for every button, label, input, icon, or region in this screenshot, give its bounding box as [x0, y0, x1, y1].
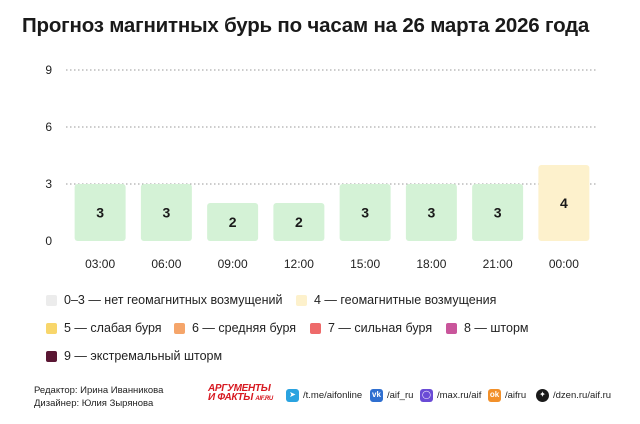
bar-value-label: 3 — [162, 205, 170, 221]
legend-swatch — [446, 322, 457, 334]
aif-logo[interactable]: АРГУМЕНТЫ И ФАКТЫ AIF.RU — [208, 384, 278, 404]
social-label: /aifru — [505, 389, 527, 401]
bar — [207, 203, 259, 241]
legend-label: 8 — шторм — [464, 321, 529, 335]
legend-label: 0–3 — нет геомагнитных возмущений — [64, 293, 283, 307]
bar-value-label: 3 — [96, 205, 104, 221]
logo-suffix: AIF.RU — [255, 396, 273, 402]
social-vk[interactable]: vk /aif_ru — [370, 387, 413, 403]
designer-credit: Дизайнер: Юлия Зырянова — [34, 398, 154, 409]
bar-value-label: 4 — [560, 195, 568, 211]
dzen-icon: ✦ — [536, 388, 549, 402]
x-tick-label: 15:00 — [350, 257, 380, 271]
bar-value-label: 3 — [427, 205, 435, 221]
legend-swatch — [296, 294, 307, 306]
legend-swatch — [174, 322, 185, 334]
x-tick-label: 18:00 — [416, 257, 446, 271]
x-tick-label: 03:00 — [85, 257, 115, 271]
social-telegram[interactable]: ➤ /t.me/aifonline — [286, 387, 362, 403]
x-tick-label: 00:00 — [549, 257, 579, 271]
editor-credit: Редактор: Ирина Иванникова — [34, 385, 164, 396]
x-tick-label: 12:00 — [284, 257, 314, 271]
vk-icon: vk — [370, 388, 383, 402]
legend-label: 4 — геомагнитные возмущения — [314, 293, 497, 307]
bar-chart: 0 3 6 9 3 03:00 3 06:00 2 09:00 2 12:00 3 15:00 3 18:00… — [45, 63, 596, 271]
bar — [472, 184, 524, 241]
legend-swatch — [46, 294, 57, 306]
x-tick-label: 21:00 — [483, 257, 513, 271]
social-ok[interactable]: ok /aifru — [488, 387, 526, 403]
credits: Редактор: Ирина Иванникова Дизайнер: Юли… — [34, 384, 163, 410]
bar-value-label: 2 — [229, 214, 237, 230]
legend-item-0-3: 0–3 — нет геомагнитных возмущений — [46, 293, 282, 307]
bar-value-label: 2 — [295, 214, 303, 230]
legend-item-6: 6 — средняя буря — [174, 321, 296, 335]
social-max[interactable]: ◯ /max.ru/aif — [420, 387, 481, 403]
legend-item-7: 7 — сильная буря — [310, 321, 432, 335]
bar — [273, 203, 325, 241]
legend-item-5: 5 — слабая буря — [46, 321, 162, 335]
bar — [538, 165, 590, 241]
bar — [405, 184, 457, 241]
legend-label: 5 — слабая буря — [64, 321, 162, 335]
bar-value-label: 3 — [361, 205, 369, 221]
telegram-icon: ➤ — [286, 388, 299, 402]
x-tick-label: 09:00 — [218, 257, 248, 271]
legend-label: 7 — сильная буря — [328, 321, 433, 335]
legend-item-4: 4 — геомагнитные возмущения — [296, 293, 496, 307]
legend-swatch — [310, 322, 321, 334]
y-tick-label: 9 — [45, 63, 52, 77]
max-icon: ◯ — [420, 388, 433, 402]
legend-swatch — [46, 322, 57, 334]
social-label: /t.me/aifonline — [303, 389, 363, 401]
legend-swatch — [46, 350, 57, 362]
y-tick-label: 6 — [45, 120, 52, 134]
legend-item-8: 8 — шторм — [446, 321, 529, 335]
chart-title: Прогноз магнитных бурь по часам на 26 ма… — [22, 14, 590, 37]
social-label: /dzen.ru/aif.ru — [553, 389, 612, 401]
bar — [74, 184, 126, 241]
logo-line-2: И ФАКТЫ — [208, 392, 253, 403]
x-tick-label: 06:00 — [151, 257, 181, 271]
social-label: /max.ru/aif — [437, 389, 482, 401]
social-dzen[interactable]: ✦ /dzen.ru/aif.ru — [536, 387, 611, 403]
legend-item-9: 9 — экстремальный шторм — [46, 349, 222, 363]
y-tick-label: 3 — [45, 177, 52, 191]
bar — [140, 184, 192, 241]
legend-label: 9 — экстремальный шторм — [64, 349, 223, 363]
ok-icon: ok — [488, 388, 501, 402]
bar-value-label: 3 — [494, 205, 502, 221]
y-tick-label: 0 — [45, 234, 52, 248]
legend-label: 6 — средняя буря — [192, 321, 297, 335]
logo-line-1: АРГУМЕНТЫ — [208, 383, 271, 394]
bar — [339, 184, 391, 241]
social-label: /aif_ru — [387, 389, 414, 401]
